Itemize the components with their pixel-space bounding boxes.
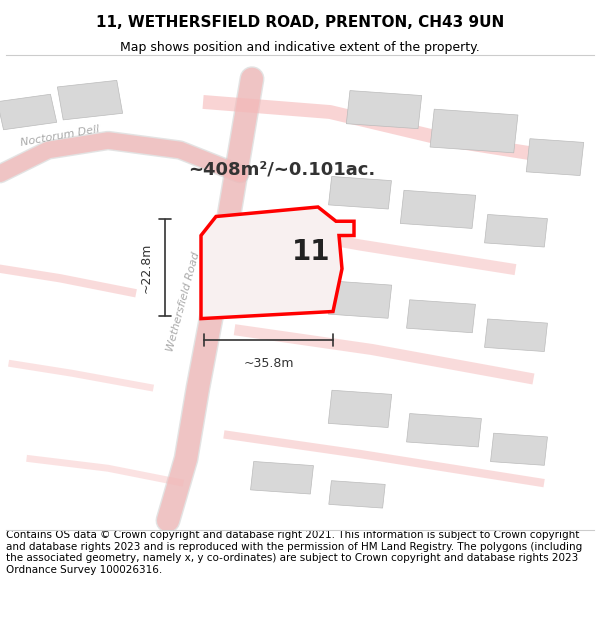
Text: Contains OS data © Crown copyright and database right 2021. This information is : Contains OS data © Crown copyright and d… (6, 530, 582, 575)
Bar (526, 139, 584, 176)
Text: 11, WETHERSFIELD ROAD, PRENTON, CH43 9UN: 11, WETHERSFIELD ROAD, PRENTON, CH43 9UN (96, 16, 504, 31)
Bar (407, 414, 481, 447)
Bar (491, 433, 547, 465)
Bar (400, 191, 476, 228)
Text: ~22.8m: ~22.8m (140, 242, 153, 292)
Bar (485, 319, 547, 351)
Bar (251, 461, 313, 494)
Bar (407, 300, 475, 332)
Text: Wethersfield Road: Wethersfield Road (165, 251, 201, 353)
Bar (430, 109, 518, 153)
Bar (485, 214, 547, 247)
Bar (58, 81, 122, 120)
Bar (329, 481, 385, 508)
Text: Noctorum Dell: Noctorum Dell (20, 124, 100, 148)
Bar (329, 176, 391, 209)
Bar (328, 281, 392, 318)
Polygon shape (201, 207, 354, 319)
Bar (328, 390, 392, 428)
Text: 11: 11 (292, 238, 331, 266)
Text: ~35.8m: ~35.8m (243, 357, 294, 369)
Text: Map shows position and indicative extent of the property.: Map shows position and indicative extent… (120, 41, 480, 54)
Text: ~408m²/~0.101ac.: ~408m²/~0.101ac. (188, 160, 376, 178)
Bar (0, 94, 57, 130)
Bar (346, 91, 422, 129)
